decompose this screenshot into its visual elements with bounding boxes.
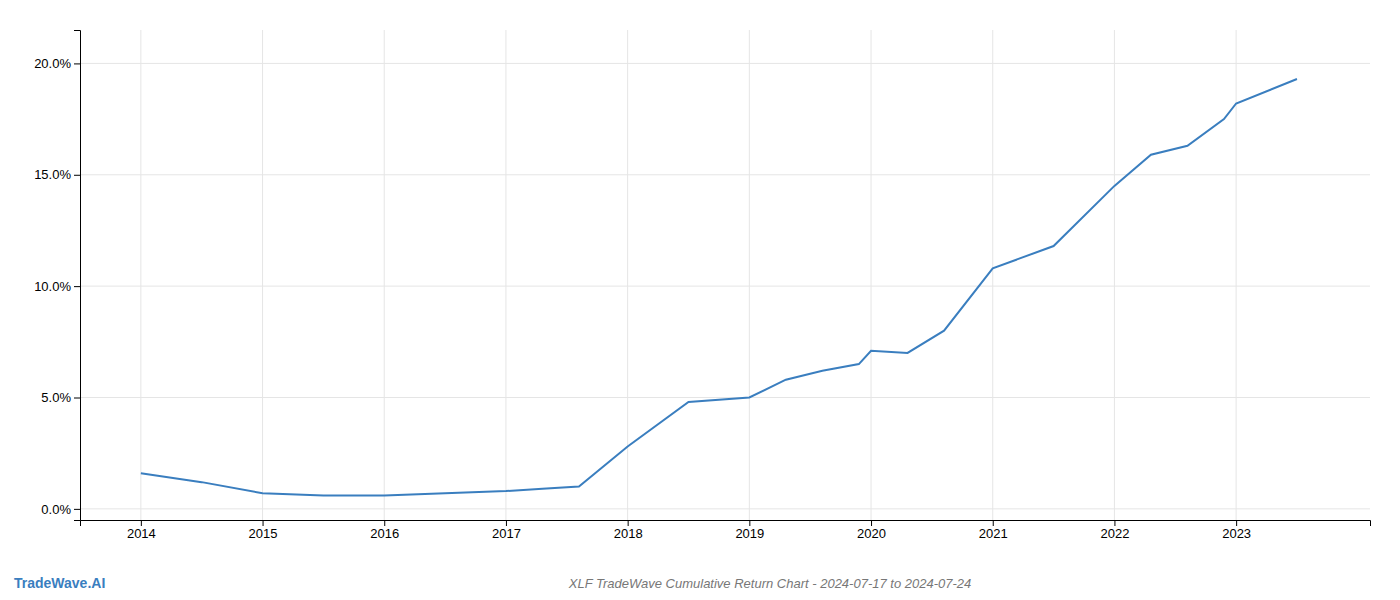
tick-mark: [506, 520, 507, 526]
tick-label: 2022: [1100, 526, 1129, 541]
tick: 15.0%: [34, 167, 80, 182]
tick-mark: [74, 63, 80, 64]
x-axis: 2014 2015 2016 2017 2018 2019 2020 2021 2022 2023: [81, 520, 1371, 541]
tick: 2020: [857, 520, 886, 541]
grid-line: [80, 286, 1370, 287]
grid-line: [140, 30, 141, 520]
tick: 5.0%: [41, 390, 80, 405]
grid-line: [80, 174, 1370, 175]
y-axis: 0.0% 5.0% 10.0% 15.0% 20.0%: [34, 31, 80, 521]
tick-label: 2019: [735, 526, 764, 541]
axis-line: [81, 521, 1371, 527]
tick-label: 2015: [249, 526, 278, 541]
tick-mark: [1236, 520, 1237, 526]
tick: 2023: [1222, 520, 1251, 541]
tick: 2022: [1100, 520, 1129, 541]
tick: 2016: [370, 520, 399, 541]
grid-line: [80, 397, 1370, 398]
tick-label: 2021: [979, 526, 1008, 541]
tick-label: 2018: [614, 526, 643, 541]
grid-line: [384, 30, 385, 520]
tick-label: 10.0%: [34, 279, 71, 294]
tick-label: 2014: [127, 526, 156, 541]
grid-line: [871, 30, 872, 520]
tick-label: 2023: [1222, 526, 1251, 541]
grid-line: [80, 63, 1370, 64]
tick-label: 2017: [492, 526, 521, 541]
tick: 20.0%: [34, 56, 80, 71]
tick-mark: [74, 286, 80, 287]
tick: 2015: [249, 520, 278, 541]
tick: 2019: [735, 520, 764, 541]
plot-area: 2014 2015 2016 2017 2018 2019 2020 2021 2022 2023…: [34, 30, 1370, 541]
grid: [80, 30, 1370, 520]
watermark: TradeWave.AI: [14, 575, 105, 591]
tick-label: 5.0%: [41, 390, 71, 405]
tick-mark: [141, 520, 142, 526]
tick-mark: [263, 520, 264, 526]
tick: 2014: [127, 520, 156, 541]
title: XLF TradeWave Cumulative Return Chart - …: [568, 576, 972, 591]
tick: 2018: [614, 520, 643, 541]
tick-label: 15.0%: [34, 167, 71, 182]
chart: 2014 2015 2016 2017 2018 2019 2020 2021 2022 2023…: [0, 0, 1400, 600]
tick-mark: [993, 520, 994, 526]
tick: 2017: [492, 520, 521, 541]
tick-mark: [74, 398, 80, 399]
tick-mark: [74, 509, 80, 510]
tick-label: 2020: [857, 526, 886, 541]
grid-line: [505, 30, 506, 520]
tick-label: 2016: [370, 526, 399, 541]
tick-label: 20.0%: [34, 56, 71, 71]
grid-line: [1114, 30, 1115, 520]
grid-line: [262, 30, 263, 520]
grid-line: [749, 30, 750, 520]
line: [141, 79, 1297, 496]
tick: 10.0%: [34, 279, 80, 294]
tick: 2021: [979, 520, 1008, 541]
tick-mark: [74, 175, 80, 176]
tick-mark: [628, 520, 629, 526]
grid-line: [80, 508, 1370, 509]
tick-mark: [1114, 520, 1115, 526]
tick-mark: [749, 520, 750, 526]
tick-mark: [871, 520, 872, 526]
grid-line: [992, 30, 993, 520]
tick-label: 0.0%: [41, 502, 71, 517]
series: [141, 79, 1297, 496]
axis-line: [74, 31, 81, 521]
tick: 0.0%: [41, 502, 80, 517]
tick-mark: [384, 520, 385, 526]
